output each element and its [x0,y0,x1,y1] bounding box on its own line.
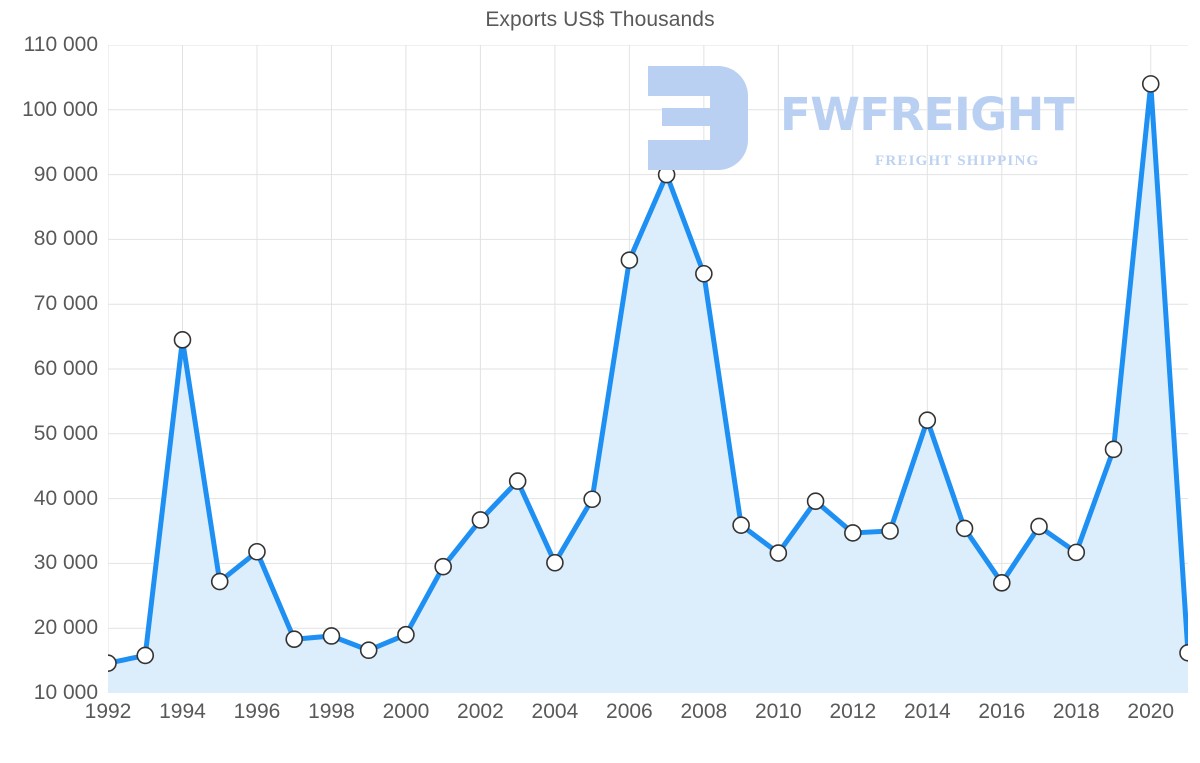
data-point[interactable] [695,264,713,283]
data-point[interactable] [583,490,601,509]
x-tick-label: 2006 [606,700,653,723]
y-tick-label: 60 000 [33,357,98,380]
data-point[interactable] [1141,75,1160,93]
data-point[interactable] [1179,644,1188,662]
data-point[interactable] [359,641,378,660]
data-point[interactable] [136,646,155,665]
y-tick-label: 100 000 [22,97,98,121]
y-axis: 10 000 20 000 30 000 40 000 50 000 60 000 70 0… [0,33,98,704]
data-point[interactable] [732,516,750,534]
x-tick-label: 2002 [457,700,504,723]
y-tick-label: 90 000 [33,162,98,186]
data-point[interactable] [918,411,937,429]
x-tick-label: 2018 [1052,700,1100,723]
data-point[interactable] [992,574,1011,592]
data-point[interactable] [248,542,266,561]
chart-svg [108,45,1188,693]
data-line [108,81,1188,666]
x-tick-label: 1996 [233,700,281,723]
x-tick-label: 1992 [84,700,132,723]
chart-title: Exports US$ Thousands [485,8,715,31]
data-point[interactable] [1067,543,1086,562]
x-tick-label: 2016 [978,700,1026,723]
data-point[interactable] [210,572,229,591]
y-tick-label: 50 000 [33,421,98,445]
data-point[interactable] [1104,440,1123,459]
y-tick-label: 70 000 [33,292,98,316]
data-point[interactable] [806,492,825,510]
y-tick-label: 110 000 [23,33,98,56]
y-tick-label: 30 000 [33,551,98,575]
data-point[interactable] [397,625,415,644]
x-tick-label: 1994 [159,700,206,723]
data-point-markers[interactable] [108,75,1188,672]
x-tick-label: 2020 [1127,700,1175,723]
x-tick-label: 1998 [308,700,355,723]
data-point[interactable] [657,165,676,184]
x-tick-label: 2014 [903,700,951,723]
data-point[interactable] [322,627,341,645]
data-point[interactable] [434,557,452,576]
y-tick-label: 40 000 [33,486,98,510]
data-point[interactable] [173,331,192,349]
plot-area [108,45,1188,693]
data-point[interactable] [620,251,639,269]
x-tick-label: 2010 [754,700,802,723]
x-tick-label: 2000 [382,700,430,723]
y-tick-label: 80 000 [33,227,98,251]
area-fill [108,83,1188,693]
data-point[interactable] [844,524,862,542]
y-tick-label: 20 000 [33,616,98,640]
data-point[interactable] [108,654,117,672]
data-point[interactable] [1030,517,1048,536]
data-point[interactable] [285,630,304,649]
x-tick-label: 2012 [829,700,877,723]
x-tick-label: 2004 [531,700,579,723]
data-point[interactable] [881,522,899,540]
y-tick-label: 10 000 [33,681,98,704]
data-point[interactable] [471,511,490,529]
data-point[interactable] [769,544,788,562]
data-point[interactable] [508,472,527,490]
data-point[interactable] [955,519,974,538]
x-axis: 1992 1994 1996 1998 2000 2002 2004 2006 2008 2010… [85,700,1188,740]
data-point[interactable] [546,553,564,572]
x-tick-label: 2008 [680,700,728,723]
